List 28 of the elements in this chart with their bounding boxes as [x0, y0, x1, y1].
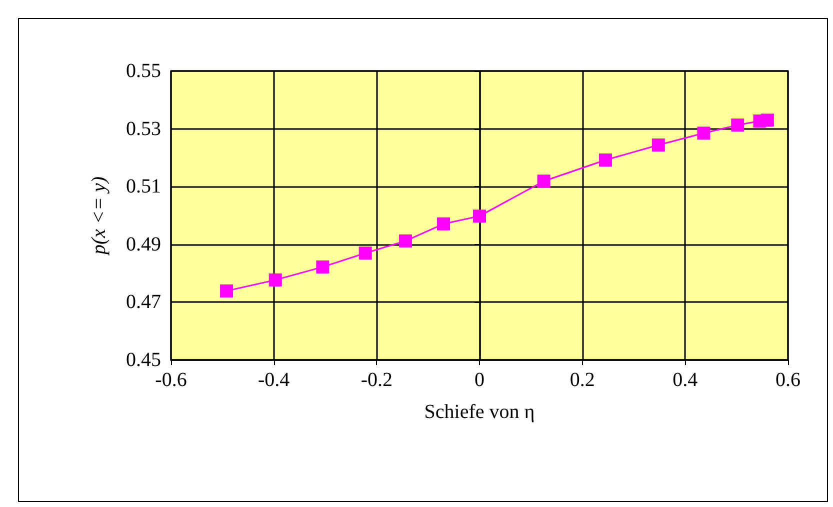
- point: [398, 234, 412, 248]
- point: [437, 217, 450, 230]
- y-axis-title: p(x <= y): [88, 176, 110, 257]
- y-tick-label: 0.55: [126, 60, 161, 82]
- point: [697, 126, 710, 140]
- y-tick-label: 0.47: [126, 291, 161, 314]
- point: [652, 138, 665, 152]
- point: [598, 154, 612, 167]
- y-tick-label: 0.45: [126, 349, 161, 371]
- x-tick-label: -0.4: [258, 369, 290, 391]
- point: [537, 174, 550, 188]
- point: [358, 246, 372, 260]
- x-tick-label: -0.2: [360, 369, 393, 391]
- point: [473, 210, 486, 223]
- x-tick-label: -0.6: [155, 369, 187, 391]
- y-tick-label: 0.49: [126, 233, 161, 256]
- point: [220, 284, 234, 298]
- point: [268, 273, 282, 286]
- x-axis-title: Schiefe von η: [424, 401, 535, 423]
- point: [731, 118, 744, 132]
- x-tick-label: 0.2: [570, 369, 595, 391]
- x-tick-label: 0: [474, 369, 484, 391]
- point: [760, 114, 774, 127]
- point: [316, 260, 330, 274]
- y-tick-label: 0.51: [126, 176, 161, 198]
- x-tick-label: 0.6: [776, 369, 800, 391]
- x-tick-label: 0.4: [672, 369, 698, 391]
- y-tick-label: 0.53: [126, 118, 161, 140]
